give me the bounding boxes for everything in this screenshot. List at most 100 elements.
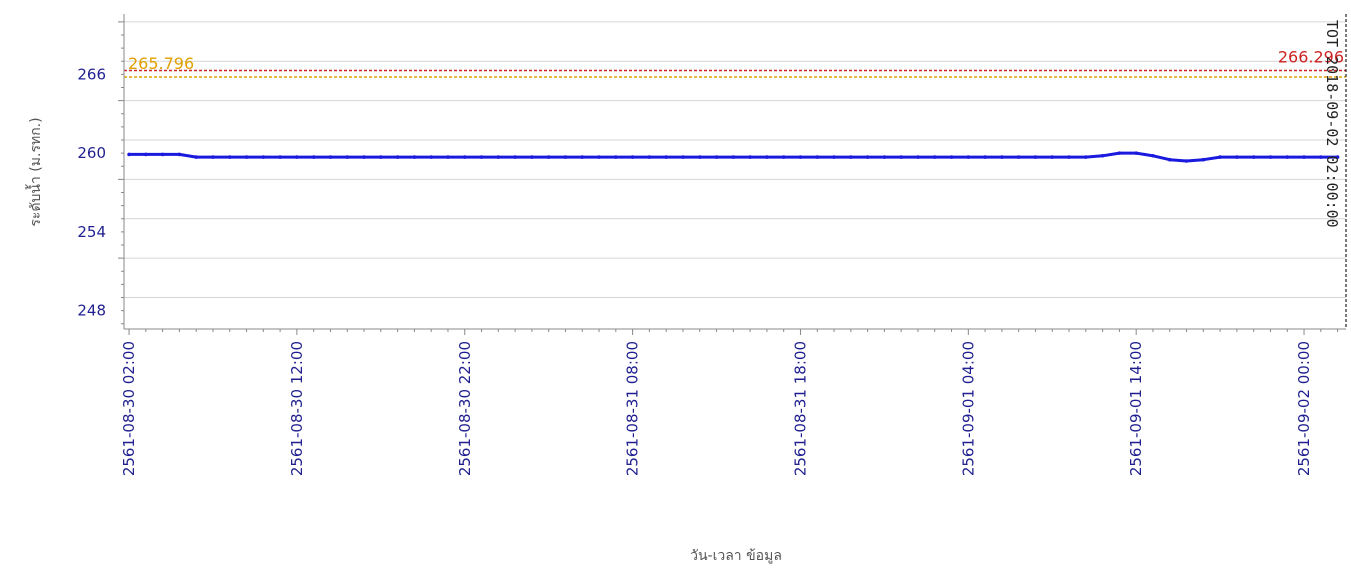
data-point [1335,155,1340,159]
data-point [1235,155,1239,159]
data-point [1050,155,1055,159]
data-point [614,155,618,159]
reference-lines: 265.796 266.296 [124,47,1346,78]
data-point [916,155,920,159]
data-point [865,155,870,159]
data-point [1201,157,1206,162]
data-point [278,155,282,159]
data-point [244,155,249,159]
data-point [580,155,585,159]
data-point [899,155,903,159]
data-point [798,155,803,159]
data-point [748,155,752,159]
marker-label: TOT 2018-09-02 02:00:00 [1323,20,1341,228]
data-point [144,152,148,157]
data-point [345,155,350,159]
data-point [177,152,182,157]
data-point [664,155,668,159]
x-tick-label: 2561-08-30 12:00 [288,341,306,476]
data-point [261,155,266,159]
x-tick-label: 2561-08-30 22:00 [456,341,474,476]
y-tick-label: 254 [77,223,106,241]
data-point [1167,157,1172,162]
data-point [765,155,769,159]
data-point [1000,155,1004,159]
axes [123,14,1346,330]
data-point [1033,155,1038,159]
x-tick-label: 2561-09-01 14:00 [1127,341,1145,476]
vertical-marker: TOT 2018-09-02 02:00:00 [1323,14,1347,329]
data-point [295,155,299,159]
data-point [1100,153,1105,158]
x-axis-title: วัน-เวลา ข้อมูล [690,548,782,564]
data-point [1302,155,1306,159]
data-point [530,155,534,159]
data-point [227,155,232,159]
data-point [781,155,786,159]
data-point [1067,155,1071,159]
data-point [731,155,736,159]
data-point [932,155,937,159]
y-tick-label: 266 [77,65,106,83]
data-point [395,155,400,159]
data-point [714,155,719,159]
data-point [311,155,316,159]
data-point [630,155,635,159]
x-tick-label: 2561-08-30 02:00 [120,341,138,476]
y-tick-label: 260 [77,144,106,162]
data-point [479,155,484,159]
data-point [966,155,971,159]
data-point [1151,153,1155,158]
y-tick-label: 248 [77,302,106,320]
data-point [882,155,887,159]
data-point [446,155,450,159]
data-point [983,155,987,159]
data-point [127,152,131,157]
x-tick-label: 2561-09-01 04:00 [959,341,977,476]
x-tick-label: 2561-08-31 18:00 [791,341,809,476]
data-point [647,155,652,159]
data-point [546,155,551,159]
data-point [1218,155,1222,159]
data-point [949,155,954,159]
data-point [563,155,568,159]
data-point [513,155,517,159]
data-point [681,155,685,159]
data-point [832,155,836,159]
data-point [849,155,853,159]
data-point [1184,159,1189,163]
plot-area [124,14,1346,329]
reference-line-label: 266.296 [1278,47,1344,66]
x-tick-label: 2561-09-02 00:00 [1295,341,1313,476]
data-point [462,155,467,159]
data-point [697,155,702,159]
data-point [1268,155,1273,159]
data-point [496,155,501,159]
data-point [1134,151,1138,155]
data-point [597,155,601,159]
data-point [1117,151,1122,155]
data-point [1319,155,1323,159]
data-point [362,155,366,159]
data-point [429,155,433,159]
data-point [815,155,820,159]
data-point [1285,155,1290,159]
grid-lines [124,21,1346,298]
x-ticks: 2561-08-30 02:00 2561-08-30 12:00 2561-08-… [120,329,1339,476]
y-axis-title: ระดับน้ำ (ม.รทก.) [25,117,44,226]
data-point [328,155,333,159]
data-point [412,155,417,159]
data-point [1084,155,1088,159]
data-point [1016,155,1021,159]
data-point [160,152,165,157]
x-tick-label: 2561-08-31 08:00 [624,341,642,476]
y-ticks: 248 254 260 266 [77,21,124,325]
data-point [211,155,215,159]
series-layer [127,151,1340,163]
reference-line-label: 265.796 [128,54,194,73]
data-point [194,155,198,159]
data-point [1251,155,1256,159]
data-point [379,155,383,159]
